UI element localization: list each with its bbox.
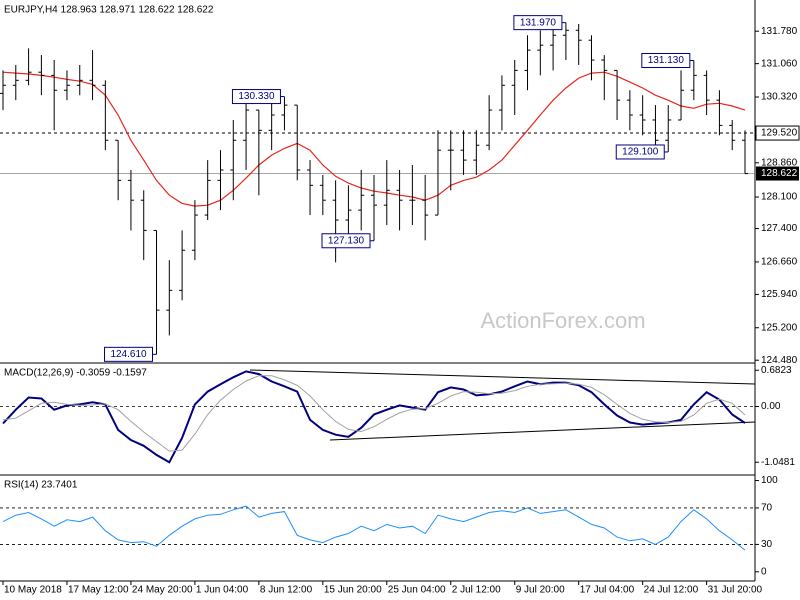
y-tick-label: 70 (761, 503, 773, 514)
trend-line (249, 369, 756, 385)
annotation-box (104, 346, 154, 362)
y-tick-label: 127.400 (761, 223, 798, 234)
x-tick-label: 24 Jul 12:00 (644, 585, 699, 596)
y-tick-label: 128.100 (761, 192, 798, 203)
y-tick-label: 130.320 (761, 92, 798, 103)
y-tick-label: 131.780 (761, 26, 798, 37)
x-tick-label: 8 Jun 12:00 (260, 585, 313, 596)
x-tick-label: 24 May 20:00 (132, 585, 193, 596)
y-tick-label: 128.860 (761, 157, 798, 168)
annotation-label: 130.330 (238, 91, 275, 102)
y-tick-label: 125.940 (761, 289, 798, 300)
x-tick-label: 17 Jul 04:00 (580, 585, 635, 596)
x-tick-label: 9 Jul 20:00 (516, 585, 565, 596)
x-tick-label: 15 Jun 20:00 (324, 585, 382, 596)
annotation-box (615, 144, 665, 160)
x-tick-label: 25 Jun 04:00 (388, 585, 446, 596)
y-tick-label: 124.480 (761, 355, 798, 366)
y-tick-label: 126.660 (761, 257, 798, 268)
annotation-box (231, 89, 281, 105)
series-line (2, 370, 746, 464)
y-tick-label: 125.200 (761, 322, 798, 333)
x-tick-label: 1 Jun 04:00 (196, 585, 249, 596)
y-tick-label: 30 (761, 539, 773, 550)
y-tick-label: 0.00 (761, 401, 781, 412)
trend-line (329, 421, 756, 441)
annotation-label: 131.130 (648, 55, 685, 66)
last-price-label: 128.622 (761, 168, 798, 179)
annotation-box (321, 233, 371, 249)
y-tick-label: 131.060 (761, 58, 798, 69)
panel-title: RSI(14) 23.7401 (4, 480, 78, 491)
y-tick-label: 0.6823 (761, 365, 792, 376)
annotation-label: 131.970 (520, 17, 557, 28)
y-tick-label: 100 (761, 475, 778, 486)
annotation-label: 127.130 (328, 235, 365, 246)
level-box (755, 125, 800, 141)
level-label: 129.520 (761, 128, 798, 139)
watermark: ActionForex.com (480, 308, 645, 333)
panel-title: MACD(12,26,9) -0.3059 -0.1597 (4, 368, 147, 379)
annotation-label: 124.610 (110, 349, 147, 360)
x-tick-label: 2 Jul 12:00 (452, 585, 501, 596)
panel-title: EURJPY,H4 128.963 128.971 128.622 128.62… (4, 5, 214, 16)
x-tick-label: 17 May 12:00 (68, 585, 129, 596)
annotation-box (641, 52, 691, 68)
x-tick-label: 10 May 2018 (4, 585, 62, 596)
annotation-box (513, 15, 563, 31)
series-line (2, 505, 746, 551)
series-line (2, 375, 746, 452)
annotation-label: 129.100 (622, 147, 659, 158)
y-tick-label: -1.0481 (761, 457, 795, 468)
x-tick-label: 31 Jul 20:00 (708, 585, 763, 596)
last-price-box (756, 166, 799, 181)
y-tick-label: 0 (761, 566, 767, 577)
